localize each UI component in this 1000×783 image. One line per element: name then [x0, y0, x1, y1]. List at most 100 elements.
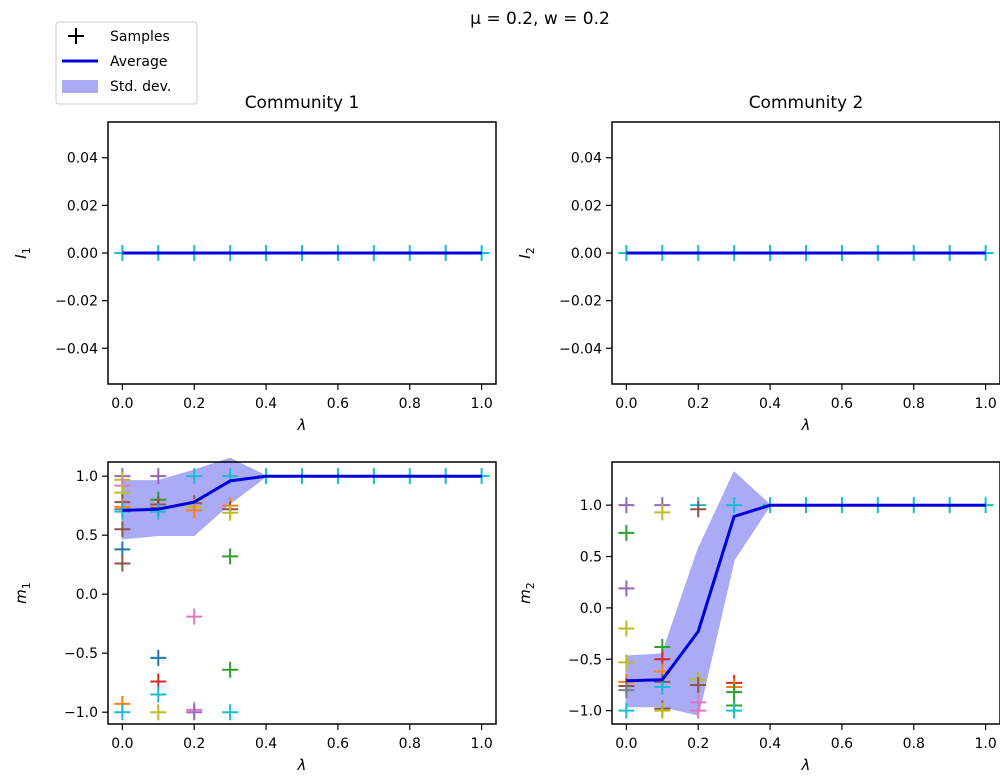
sample-point [690, 501, 707, 518]
y-axis-label: m2 [516, 582, 537, 604]
x-tick-label: 0.2 [183, 736, 205, 752]
x-tick-label: 0.0 [615, 396, 637, 412]
subplot-p3: 0.0 0.2 0.4 0.6 0.8 1.0 −1.0 −0.5 0.0 0.5 1.0 λ m1 [12, 457, 497, 774]
x-axis-label: λ [801, 756, 811, 774]
sample-point [618, 620, 635, 637]
y-tick-label: 0.0 [76, 587, 98, 603]
sample-point [150, 704, 167, 721]
legend-entry-std-dev: Std. dev. [62, 79, 171, 95]
sample-point [654, 679, 671, 696]
y-tick-label: −0.04 [55, 341, 98, 357]
y-tick-label: 0.5 [580, 550, 602, 566]
sample-point [186, 704, 203, 721]
x-tick-label: 1.0 [470, 736, 492, 752]
y-tick-label: −1.0 [568, 704, 602, 720]
sample-point [726, 497, 743, 514]
x-tick-label: 0.0 [615, 736, 637, 752]
sample-point [186, 608, 203, 625]
x-tick-label: 0.8 [399, 396, 421, 412]
average-line [626, 503, 986, 683]
y-tick-label: −0.02 [55, 294, 98, 310]
y-tick-label: 0.02 [571, 198, 602, 214]
sample-point [150, 649, 167, 666]
x-axis-label: λ [297, 756, 307, 774]
sample-point [690, 702, 707, 719]
sample-point [654, 702, 671, 719]
y-axis-label-subscript: 2 [524, 582, 537, 589]
y-axis-label: m1 [12, 582, 33, 604]
sample-point [222, 704, 239, 721]
average-line [122, 474, 482, 512]
x-tick-label: 0.8 [903, 736, 925, 752]
sample-point [618, 654, 635, 671]
sample-point [114, 521, 131, 538]
legend-label-std-dev: Std. dev. [110, 79, 171, 95]
sample-point [186, 468, 203, 485]
legend-std-dev-band-icon [62, 80, 98, 93]
y-axis-label: I1 [12, 247, 33, 258]
y-axis-label-subscript: 2 [524, 247, 537, 254]
sample-point [654, 504, 671, 521]
sample-point [726, 702, 743, 719]
y-tick-label: 0.02 [67, 198, 98, 214]
y-tick-label: 0.04 [67, 151, 98, 167]
x-tick-label: 1.0 [974, 396, 996, 412]
y-tick-label: 0.0 [580, 601, 602, 617]
figure-title: μ = 0.2, w = 0.2 [470, 9, 610, 29]
sample-point [618, 702, 635, 719]
x-tick-label: 0.0 [111, 736, 133, 752]
x-tick-label: 1.0 [974, 736, 996, 752]
sample-point [618, 497, 635, 514]
subplot-p2: 0.0 0.2 0.4 0.6 0.8 1.0 −0.04 −0.02 0.00 0.02 0.04… [516, 93, 1000, 434]
y-axis-label-symbol: m [516, 589, 534, 604]
x-tick-label: 0.6 [831, 396, 853, 412]
sample-point [618, 580, 635, 597]
axes-frame [611, 461, 1000, 725]
legend: Samples Average Std. dev. [55, 21, 198, 105]
y-tick-label: −0.04 [559, 341, 602, 357]
x-tick-label: 0.4 [759, 396, 781, 412]
sample-point [222, 548, 239, 565]
legend-samples-marker-icon [68, 28, 84, 44]
legend-entry-samples: Samples [68, 28, 170, 45]
y-tick-label: −1.0 [64, 705, 98, 721]
sample-point [114, 555, 131, 572]
x-tick-label: 0.8 [399, 736, 421, 752]
sample-point [222, 661, 239, 678]
sample-point [186, 502, 203, 519]
y-axis-label: I2 [516, 247, 537, 258]
sample-point [114, 541, 131, 558]
y-tick-label: 1.0 [76, 469, 98, 485]
x-tick-label: 0.4 [255, 736, 277, 752]
x-tick-label: 0.2 [687, 736, 709, 752]
sample-point [618, 682, 635, 699]
y-tick-label: 0.00 [571, 246, 602, 262]
sample-point [150, 503, 167, 520]
x-tick-label: 0.2 [687, 396, 709, 412]
legend-entry-average: Average [62, 54, 168, 70]
sample-point [150, 468, 167, 485]
y-axis-label-subscript: 1 [20, 582, 33, 589]
x-tick-label: 0.4 [759, 736, 781, 752]
x-tick-label: 0.2 [183, 396, 205, 412]
sample-point [150, 686, 167, 703]
y-axis-label-symbol: I [516, 254, 534, 259]
y-tick-label: 1.0 [580, 498, 602, 514]
subplots: 0.0 0.2 0.4 0.6 0.8 1.0−0.04−0.020.000.020.04… [12, 93, 1000, 774]
legend-label-samples: Samples [110, 29, 170, 45]
x-axis-label: λ [801, 416, 811, 434]
y-tick-label: −0.5 [64, 646, 98, 662]
y-tick-label: 0.00 [67, 246, 98, 262]
x-tick-label: 0.6 [327, 736, 349, 752]
legend-label-average: Average [110, 54, 168, 70]
sample-point [618, 524, 635, 541]
sample-point [222, 504, 239, 521]
axes-frame [107, 461, 497, 725]
x-axis-label: λ [297, 416, 307, 434]
subplot-p4: 0.0 0.2 0.4 0.6 0.8 1.0 −1.0 −0.5 0.0 0.5 1.0 λ m2 [516, 461, 1000, 774]
x-tick-label: 0.8 [903, 396, 925, 412]
subplot-title: Community 2 [749, 93, 864, 113]
x-tick-label: 0.4 [255, 396, 277, 412]
y-axis-label-subscript: 1 [20, 247, 33, 254]
y-tick-label: −0.5 [568, 652, 602, 668]
